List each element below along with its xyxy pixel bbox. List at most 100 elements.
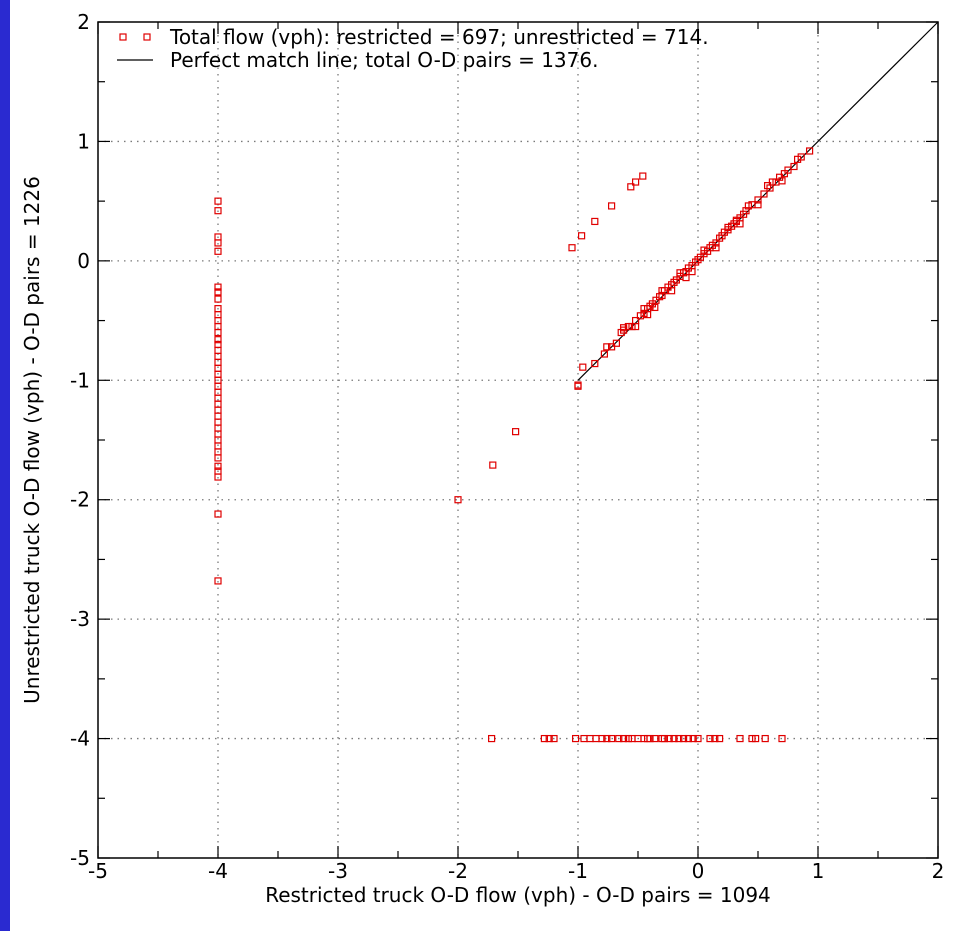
data-point — [694, 734, 702, 743]
y-tick-label: -2 — [70, 488, 90, 512]
legend-square — [143, 33, 151, 41]
y-tick-label: -5 — [70, 846, 90, 870]
data-point — [658, 287, 666, 295]
data-point — [700, 246, 708, 254]
y-tick-label: -3 — [70, 607, 90, 631]
data-point — [646, 734, 654, 743]
data-point — [214, 295, 222, 303]
data-point — [751, 734, 760, 743]
data-point — [761, 734, 769, 743]
data-point — [768, 178, 777, 186]
data-point — [579, 363, 587, 371]
data-point — [706, 734, 714, 743]
data-point — [790, 162, 798, 171]
data-point — [631, 178, 640, 186]
data-point — [736, 734, 744, 743]
data-point — [711, 734, 719, 743]
data-point — [214, 510, 222, 518]
data-point — [603, 343, 611, 351]
data-point — [214, 388, 222, 396]
data-point — [214, 473, 222, 481]
x-tick-label: -1 — [568, 859, 588, 883]
data-point — [797, 153, 805, 161]
data-point — [679, 734, 688, 743]
data-point — [540, 734, 549, 743]
y-tick-label: 2 — [77, 10, 90, 34]
data-point — [568, 244, 576, 252]
data-point — [651, 303, 659, 312]
data-point — [651, 734, 659, 743]
data-point — [600, 350, 609, 358]
x-tick-label: -5 — [88, 859, 108, 883]
data-point — [214, 364, 222, 372]
data-point — [682, 273, 690, 282]
data-point — [550, 734, 558, 743]
data-point — [214, 197, 222, 205]
y-axis-title: Unrestricted truck O-D flow (vph) - O-D … — [20, 176, 44, 704]
y-tick-label: 0 — [77, 249, 90, 273]
x-tick-labels: -5 -4 -3 -2 -1 0 1 2 — [88, 859, 944, 883]
data-point — [214, 454, 222, 462]
legend-square — [119, 33, 127, 41]
legend-entry-perfect-match: Perfect match line; total O-D pairs = 13… — [170, 48, 598, 72]
data-point — [760, 190, 768, 198]
data-point — [488, 734, 496, 743]
y-tick-label: -1 — [70, 368, 90, 392]
data-point — [454, 496, 462, 504]
data-point — [754, 201, 762, 209]
data-point — [545, 734, 553, 743]
x-tick-label: 1 — [812, 859, 825, 883]
x-tick-label: -2 — [448, 859, 468, 883]
x-tick-label: 2 — [932, 859, 945, 883]
data-point — [667, 287, 676, 295]
data-point — [603, 734, 611, 743]
data-point — [489, 461, 497, 469]
data-point — [571, 734, 580, 743]
data-point — [214, 316, 222, 325]
data-point — [778, 177, 786, 185]
legend: Total flow (vph): restricted = 697; unre… — [117, 25, 709, 72]
data-point — [675, 734, 683, 743]
data-point — [214, 207, 222, 215]
data-point — [627, 183, 635, 191]
data-point — [793, 155, 802, 163]
data-point — [643, 311, 652, 319]
data-point — [598, 734, 606, 743]
y-tick-label: -4 — [70, 727, 90, 751]
data-point — [712, 244, 720, 252]
y-tick-label: 1 — [77, 129, 90, 153]
data-point — [512, 428, 520, 436]
data-point — [670, 734, 678, 743]
data-point — [778, 734, 786, 743]
data-point — [214, 247, 222, 255]
data-point — [619, 324, 628, 332]
data-point — [665, 734, 673, 743]
data-point — [724, 223, 732, 232]
x-axis-title: Restricted truck O-D flow (vph) - O-D pa… — [265, 883, 771, 907]
data-point — [214, 412, 222, 420]
data-points — [214, 147, 814, 743]
data-point — [684, 734, 693, 743]
data-point — [607, 202, 616, 210]
data-point — [805, 147, 814, 155]
data-point — [639, 172, 647, 180]
data-point — [214, 577, 222, 585]
data-point — [592, 734, 600, 743]
grid-lines — [98, 22, 938, 858]
chart-frame: -5 -4 -3 -2 -1 0 1 2 -5 -4 -3 -2 -1 0 1 2 Restricted t… — [10, 0, 957, 931]
data-point — [688, 268, 696, 276]
data-point — [676, 269, 684, 277]
y-tick-labels: -5 -4 -3 -2 -1 0 1 2 — [70, 10, 90, 870]
data-point — [214, 283, 222, 291]
data-point — [631, 322, 640, 331]
data-point — [660, 734, 669, 743]
data-point — [214, 462, 222, 470]
data-point — [214, 239, 222, 247]
data-point — [619, 734, 628, 743]
data-point — [607, 734, 616, 743]
data-point — [214, 288, 222, 296]
x-tick-label: -3 — [328, 859, 348, 883]
scatter-chart: -5 -4 -3 -2 -1 0 1 2 -5 -4 -3 -2 -1 0 1 2 Restricted t… — [20, 10, 944, 907]
data-point — [591, 359, 599, 368]
axis-ticks — [97, 21, 939, 859]
